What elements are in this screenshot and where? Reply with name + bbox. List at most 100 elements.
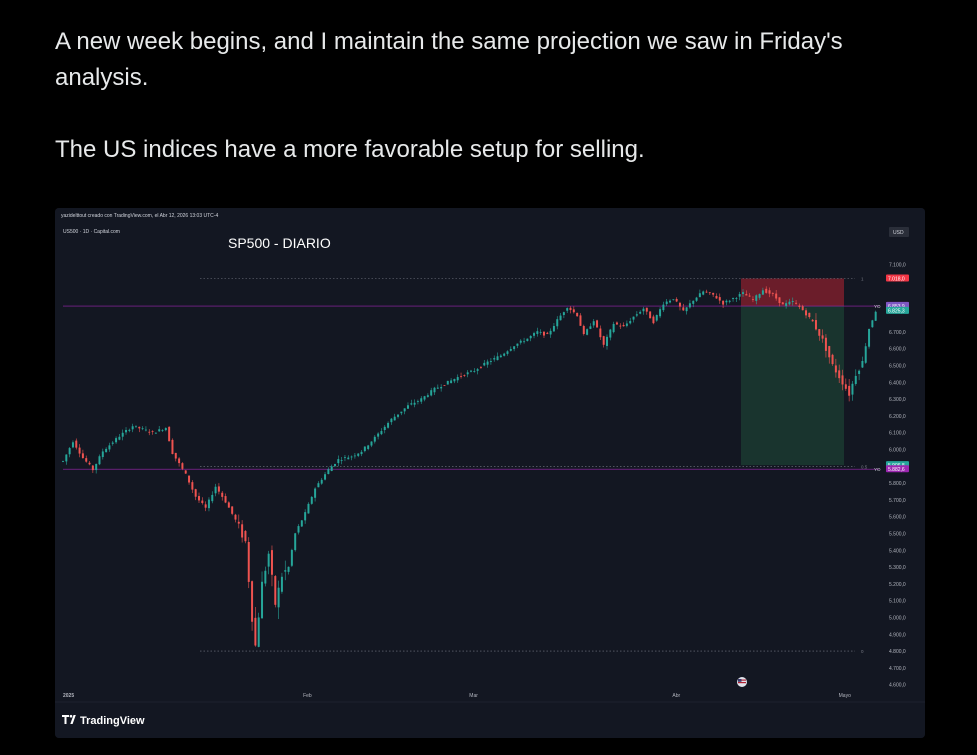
- candle-body: [765, 288, 768, 293]
- candle: [241, 520, 244, 543]
- candle: [496, 352, 499, 361]
- candle-body: [456, 377, 459, 381]
- candle: [450, 378, 453, 384]
- candle-body: [506, 351, 509, 354]
- candle: [542, 331, 545, 338]
- candle: [513, 345, 516, 352]
- candle-body: [861, 360, 864, 368]
- candle: [705, 289, 708, 293]
- candle: [586, 328, 589, 336]
- candle: [556, 316, 559, 330]
- candle-body: [625, 323, 628, 326]
- candle-body: [433, 387, 436, 393]
- y-tick-label: 7.100,0: [889, 263, 906, 269]
- candle: [632, 316, 635, 323]
- candle-body: [619, 325, 622, 327]
- candle: [761, 287, 764, 295]
- candle-body: [95, 463, 98, 471]
- candle-body: [221, 492, 224, 497]
- candle: [443, 385, 446, 387]
- candle: [728, 299, 731, 304]
- candle: [519, 339, 522, 345]
- candle-body: [191, 482, 194, 490]
- candle-body: [513, 346, 516, 350]
- candle: [327, 467, 330, 475]
- candle: [552, 322, 555, 332]
- candle: [125, 427, 128, 435]
- candle-body: [592, 321, 595, 326]
- candle: [479, 365, 482, 369]
- candle-body: [609, 329, 612, 338]
- candle: [725, 299, 728, 306]
- candle-body: [211, 494, 214, 502]
- candle-body: [357, 453, 360, 456]
- candle: [748, 293, 751, 297]
- candle-body: [274, 576, 277, 605]
- candle: [307, 502, 310, 514]
- candle-body: [552, 325, 555, 332]
- candle: [343, 455, 346, 462]
- candle-body: [373, 436, 376, 442]
- candle: [144, 426, 147, 432]
- y-tick-label: 5.600,0: [889, 515, 906, 521]
- candle-body: [201, 500, 204, 504]
- candle: [788, 298, 791, 306]
- candle-body: [377, 433, 380, 437]
- candle-body: [708, 292, 711, 294]
- candle: [831, 353, 834, 366]
- candle: [433, 386, 436, 395]
- candle: [765, 286, 768, 294]
- candle: [237, 514, 240, 529]
- y-tick-label: 6.500,0: [889, 364, 906, 370]
- tradingview-brand: TradingView: [80, 715, 145, 727]
- candle-body: [430, 390, 433, 396]
- candle-body: [486, 361, 489, 365]
- candle: [227, 501, 230, 508]
- candle: [818, 329, 821, 341]
- candle-body: [559, 315, 562, 321]
- candle: [280, 572, 283, 594]
- candle: [755, 294, 758, 305]
- candle: [745, 290, 748, 296]
- candle: [503, 352, 506, 357]
- candle-body: [655, 314, 658, 321]
- y-tick-label: 5.700,0: [889, 498, 906, 504]
- candle-body: [821, 335, 824, 339]
- candle: [635, 311, 638, 318]
- candle: [198, 492, 200, 503]
- candle: [138, 426, 141, 433]
- candle: [154, 432, 157, 434]
- candle-body: [420, 398, 423, 402]
- candle: [324, 472, 327, 481]
- candle-body: [496, 356, 499, 361]
- chart-image[interactable]: yazidelttout creado con TradingView.com,…: [55, 208, 925, 738]
- candle: [824, 334, 827, 358]
- candle-body: [732, 298, 735, 299]
- candle: [393, 413, 396, 421]
- candle: [161, 429, 164, 433]
- candle-body: [251, 581, 254, 622]
- candle-body: [473, 371, 476, 372]
- candle-body: [406, 405, 409, 409]
- candle-body: [353, 455, 356, 457]
- currency-box[interactable]: [889, 227, 909, 237]
- candle: [297, 524, 300, 535]
- candle: [78, 444, 81, 458]
- candle: [533, 331, 536, 339]
- candle-body: [725, 300, 728, 303]
- candle-body: [151, 431, 154, 432]
- candle-body: [254, 617, 257, 646]
- candle: [314, 487, 317, 502]
- candle: [224, 493, 227, 504]
- candle-body: [612, 323, 615, 333]
- currency-label: USD: [893, 230, 904, 236]
- candle-body: [91, 465, 94, 471]
- candle-body: [128, 429, 131, 431]
- candle-body: [761, 290, 764, 295]
- candle-body: [781, 302, 784, 305]
- candle-body: [111, 442, 114, 444]
- candle: [65, 454, 68, 465]
- us-flag-icon[interactable]: [737, 677, 747, 687]
- candle: [423, 395, 426, 402]
- candle: [493, 355, 496, 362]
